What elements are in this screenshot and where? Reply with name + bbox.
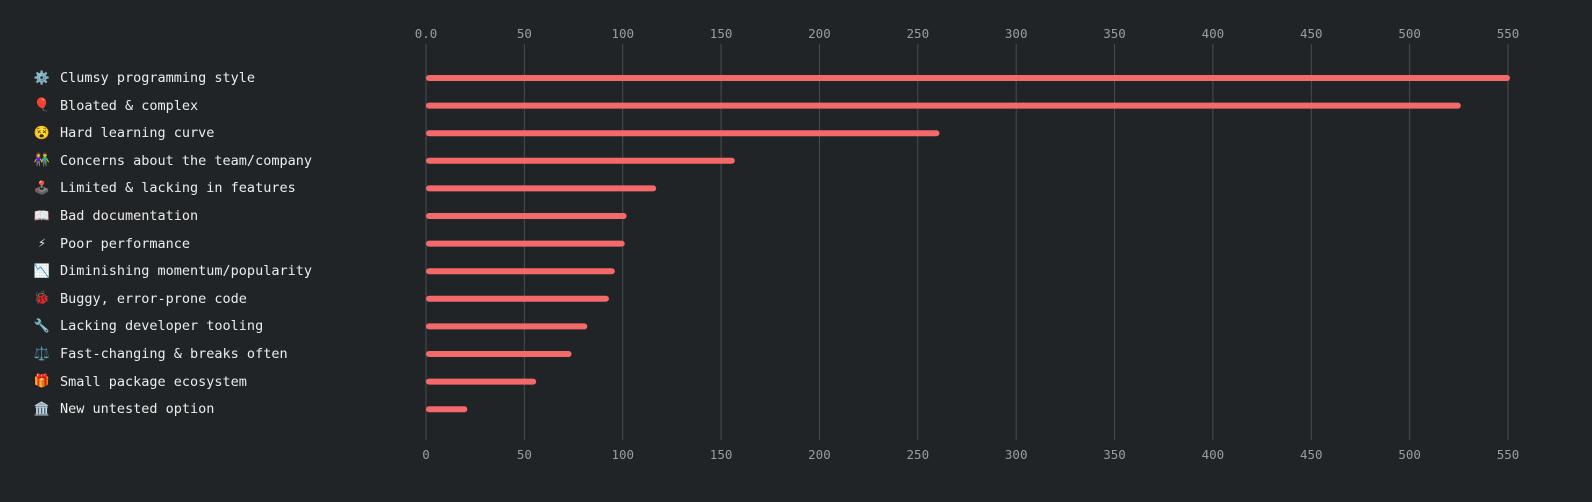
bars (426, 75, 1510, 413)
gridlines (425, 44, 1509, 440)
category-label: Diminishing momentum/popularity (60, 263, 312, 280)
bar (426, 185, 657, 192)
bar (426, 213, 627, 219)
bar (426, 268, 615, 275)
category-label: Lacking developer tooling (60, 318, 264, 335)
top-tick-label: 400 (1202, 26, 1225, 41)
bar (426, 351, 572, 357)
top-tick-label: 100 (611, 26, 634, 41)
category-label: Fast-changing & breaks often (60, 346, 288, 362)
bar (426, 240, 625, 247)
bar (426, 130, 940, 137)
category-row: ⚡ Poor performance (32, 234, 190, 254)
top-tick-label: 250 (907, 26, 930, 41)
category-label: Small package ecosystem (60, 373, 247, 390)
category-label: Clumsy programming style (60, 70, 256, 86)
top-tick-label: 500 (1398, 26, 1421, 41)
top-axis-ticks: 0.0 50 100 150 200 250 300 350 400 450 500 550 (415, 26, 1520, 41)
top-tick-label: 350 (1103, 26, 1126, 41)
category-row: 🕹️ Limited & lacking in features (32, 178, 296, 198)
category-row: 🔧 Lacking developer tooling (32, 316, 263, 336)
top-tick-label: 200 (808, 26, 831, 41)
category-row: 🎈 Bloated & complex (32, 96, 198, 116)
category-icon: 🏛️ (33, 401, 51, 417)
bottom-tick-label: 400 (1202, 447, 1225, 462)
category-row: 👫 Concerns about the team/company (32, 151, 312, 171)
bar (426, 157, 735, 164)
bottom-tick-label: 550 (1497, 447, 1520, 462)
category-row: ⚙️ Clumsy programming style (32, 68, 255, 88)
bottom-tick-label: 350 (1103, 447, 1126, 462)
bottom-tick-label: 500 (1398, 447, 1421, 462)
category-label: Bad documentation (60, 208, 199, 224)
category-row: 🐞 Buggy, error-prone code (32, 289, 247, 309)
category-label: Buggy, error-prone code (60, 290, 247, 307)
category-icon: 🕹️ (33, 180, 51, 196)
bottom-tick-label: 300 (1005, 447, 1028, 462)
top-tick-label: 300 (1005, 26, 1028, 41)
top-tick-label: 150 (710, 26, 733, 41)
bar (426, 323, 588, 330)
bottom-tick-label: 250 (907, 447, 930, 462)
category-icon: 🎁 (33, 374, 51, 390)
category-row: 🏛️ New untested option (32, 399, 215, 419)
top-tick-label: 550 (1497, 26, 1520, 41)
top-tick-label: 450 (1300, 26, 1323, 41)
category-row: ⚖️ Fast-changing & breaks often (32, 344, 288, 364)
category-row: 📉 Diminishing momentum/popularity (32, 261, 312, 281)
bottom-tick-label: 450 (1300, 447, 1323, 462)
bottom-tick-label: 100 (611, 447, 634, 462)
category-icon: 📖 (33, 208, 51, 224)
top-tick-label: 50 (517, 26, 532, 41)
category-label: Concerns about the team/company (60, 152, 312, 169)
category-row: 🎁 Small package ecosystem (32, 372, 247, 392)
category-icon: 📉 (33, 263, 51, 279)
category-icon: ⚡ (38, 236, 46, 252)
category-icon: 🔧 (33, 318, 51, 334)
bottom-axis-ticks: 0 50 100 150 200 250 300 350 400 450 500 550 (422, 447, 1519, 462)
category-label: New untested option (60, 401, 215, 418)
top-tick-label: 0.0 (415, 26, 438, 41)
category-icon: 😵 (33, 125, 51, 141)
bar (426, 406, 468, 413)
bottom-tick-label: 0 (422, 447, 430, 462)
category-label: Hard learning curve (60, 125, 215, 142)
category-icon: ⚖️ (33, 346, 51, 362)
bottom-tick-label: 150 (710, 447, 733, 462)
bar (426, 102, 1461, 109)
bottom-tick-label: 200 (808, 447, 831, 462)
category-icon: 🐞 (33, 291, 51, 307)
category-icon: ⚙️ (33, 70, 51, 86)
category-icon: 👫 (33, 153, 51, 169)
category-row: 😵 Hard learning curve (32, 123, 215, 143)
category-row: 📖 Bad documentation (32, 206, 198, 226)
bar (426, 378, 537, 385)
category-label: Bloated & complex (60, 97, 199, 114)
category-label: Limited & lacking in features (60, 180, 296, 197)
bar (426, 75, 1510, 81)
category-icon: 🎈 (33, 98, 51, 114)
category-label: Poor performance (60, 235, 191, 252)
bar (426, 295, 609, 302)
bottom-tick-label: 50 (517, 447, 532, 462)
